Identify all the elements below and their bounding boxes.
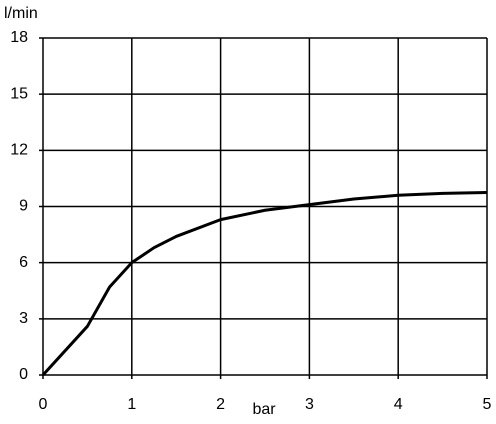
x-tick-label: 3 xyxy=(305,396,314,413)
y-tick-label: 12 xyxy=(10,142,28,159)
y-tick-label: 6 xyxy=(19,254,28,271)
y-tick-label: 3 xyxy=(19,310,28,327)
x-tick-label: 2 xyxy=(216,396,225,413)
x-tick-label: 0 xyxy=(39,396,48,413)
y-tick-label: 15 xyxy=(10,85,28,102)
y-tick-label: 9 xyxy=(19,198,28,215)
x-axis-label: bar xyxy=(252,401,276,418)
x-tick-label: 1 xyxy=(127,396,136,413)
y-tick-label: 0 xyxy=(19,366,28,383)
y-tick-label: 18 xyxy=(10,29,28,46)
x-tick-label: 5 xyxy=(483,396,492,413)
y-axis-label: l/min xyxy=(4,5,38,22)
data-line xyxy=(41,190,488,377)
x-tick-label: 4 xyxy=(394,396,403,413)
